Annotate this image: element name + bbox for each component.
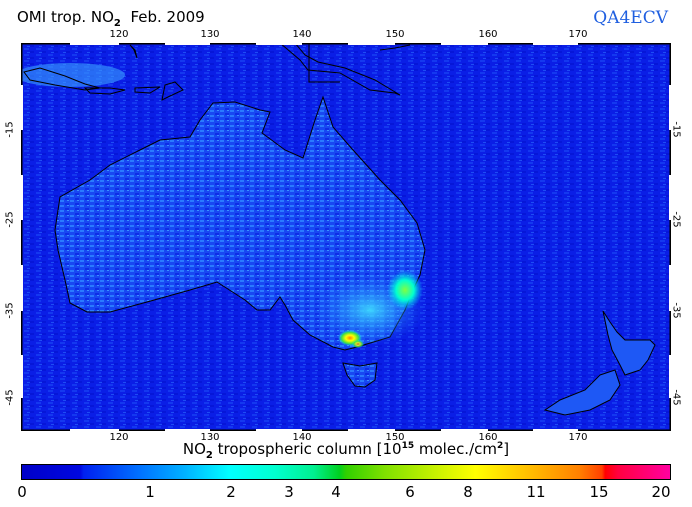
right-tick: -45 — [670, 389, 682, 406]
colorbar-label: 1 — [145, 483, 155, 501]
colorbar-label: 8 — [463, 483, 473, 501]
top-tick: 160 — [478, 29, 498, 40]
top-tick: 140 — [292, 29, 312, 40]
bottom-tick: 160 — [478, 432, 498, 443]
top-tick: 170 — [568, 29, 588, 40]
chart-title: OMI trop. NO2 Feb. 2009 — [17, 8, 205, 29]
colorbar-label: 3 — [284, 483, 294, 501]
left-tick: -15 — [4, 121, 16, 138]
colorbar-title: NO2 tropospheric column [1015 molec./cm2… — [182, 440, 510, 461]
right-tick: -25 — [670, 211, 682, 228]
colorbar-label: 4 — [331, 483, 341, 501]
bottom-tick: 140 — [292, 432, 312, 443]
top-tick: 120 — [109, 29, 129, 40]
colorbar-label: 0 — [17, 483, 27, 501]
left-tick: -35 — [4, 302, 16, 319]
colorbar-label: 2 — [226, 483, 236, 501]
colorbar-label: 6 — [405, 483, 415, 501]
colorbar-label: 11 — [526, 483, 546, 501]
top-tick: 130 — [200, 29, 220, 40]
top-tick: 150 — [385, 29, 405, 40]
bottom-tick: 120 — [109, 432, 129, 443]
bottom-tick: 170 — [568, 432, 588, 443]
bottom-tick: 150 — [385, 432, 405, 443]
colorbar-label: 15 — [589, 483, 609, 501]
colorbar — [21, 464, 671, 480]
left-tick: -45 — [4, 389, 16, 406]
colorbar-label: 20 — [651, 483, 671, 501]
right-tick: -35 — [670, 302, 682, 319]
bottom-tick: 130 — [200, 432, 220, 443]
left-tick: -25 — [4, 211, 16, 228]
no2-map — [21, 43, 671, 431]
brand-label: QA4ECV — [593, 8, 668, 28]
right-tick: -15 — [670, 121, 682, 138]
